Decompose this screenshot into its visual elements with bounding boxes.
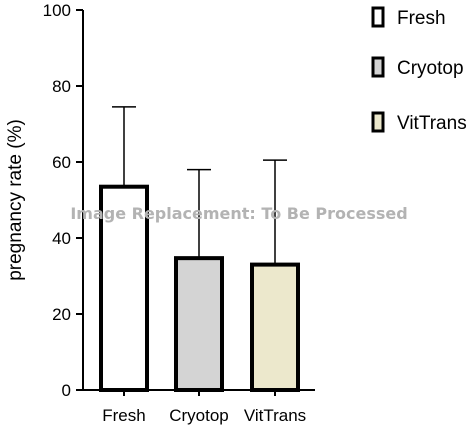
legend-swatch-cryotop [371,56,385,78]
bar-vittrans [250,262,300,393]
y-tick-label: 40 [52,229,71,248]
y-tick-label: 60 [52,153,71,172]
legend-label-vittrans: VitTrans [397,113,467,134]
y-tick-label: 20 [52,305,71,324]
bars [99,106,300,393]
bar-cryotop [174,256,224,393]
legend-label-fresh: Fresh [397,8,446,29]
x-tick-label: VitTrans [244,406,306,425]
y-tick-label: 100 [43,1,71,20]
y-tick-label: 80 [52,77,71,96]
legend-label-cryotop: Cryotop [397,58,464,79]
bar-fresh [99,184,149,392]
legend-swatch-fresh [371,6,385,28]
x-tick-label: Cryotop [169,406,229,425]
y-tick-label: 0 [62,381,71,400]
legend-swatch-vittrans [371,111,385,133]
labels: 0 20 40 60 80 100 Fresh Cryotop VitTrans [43,1,307,425]
x-tick-label: Fresh [102,406,145,425]
legend: Fresh Cryotop VitTrans [371,6,467,134]
watermark-text: Image Replacement: To Be Processed [70,204,407,223]
y-axis-label: pregnancy rate (%) [5,119,26,281]
